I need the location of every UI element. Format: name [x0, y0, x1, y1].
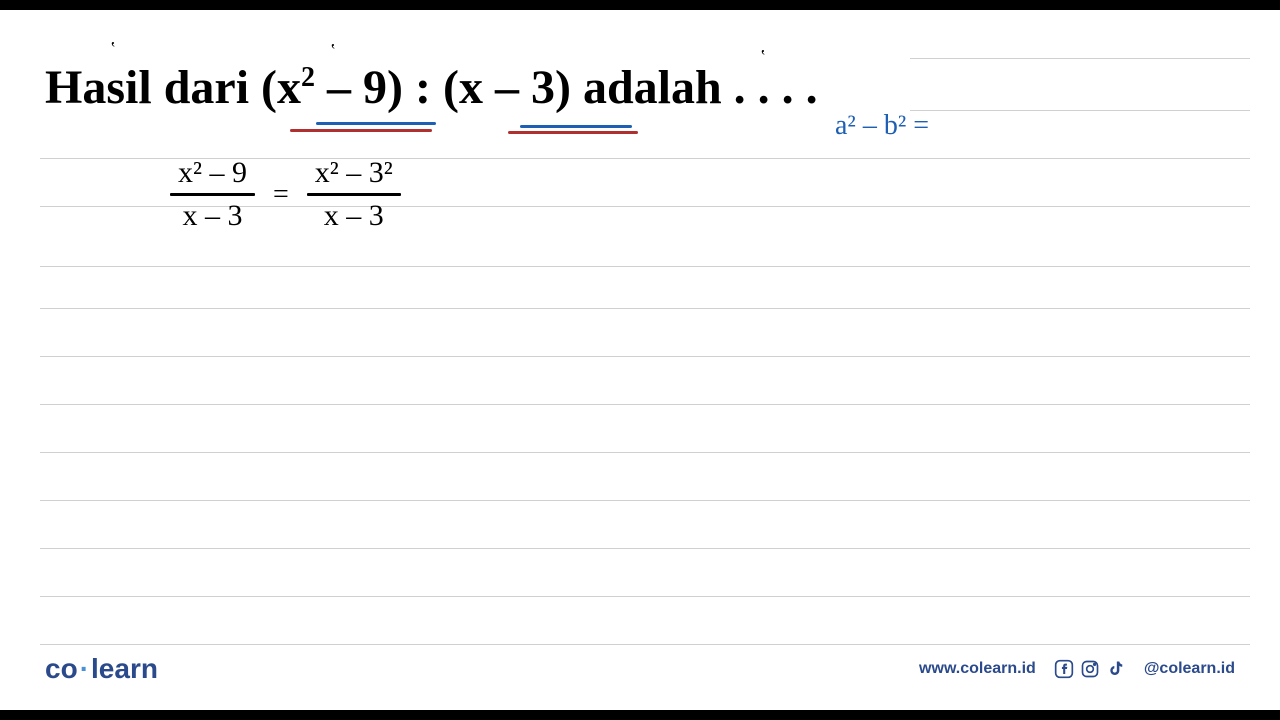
logo-co: co — [45, 653, 78, 684]
fraction-1: x² – 9 x – 3 — [170, 155, 255, 234]
fraction-2: x² – 3² x – 3 — [307, 155, 401, 234]
tiktok-icon — [1106, 659, 1126, 679]
question-text: Hasil dari (x2 – 9) : (x – 3) adalah . .… — [45, 60, 818, 115]
fraction-1-denominator: x – 3 — [175, 196, 251, 234]
social-icons — [1054, 659, 1126, 679]
fraction-2-denominator: x – 3 — [316, 196, 392, 234]
equals-sign: = — [273, 179, 289, 211]
facebook-icon — [1054, 659, 1074, 679]
logo-learn: learn — [91, 653, 158, 684]
footer-handle: @colearn.id — [1144, 660, 1235, 678]
tick-mark: ‛ — [110, 38, 116, 59]
underline-red-2 — [508, 131, 638, 134]
underline-blue-2 — [520, 125, 632, 128]
fraction-2-numerator: x² – 3² — [307, 155, 401, 193]
tick-mark: ‛ — [330, 40, 336, 61]
footer-right: www.colearn.id @colearn.id — [919, 659, 1235, 679]
question-suffix: – 9) : (x – 3) adalah . . . . — [315, 61, 818, 114]
question-exp: 2 — [301, 62, 315, 93]
question-prefix: Hasil dari (x — [45, 61, 301, 114]
instagram-icon — [1080, 659, 1100, 679]
logo-dot: · — [80, 653, 89, 684]
worked-expression: x² – 9 x – 3 = x² – 3² x – 3 — [170, 155, 401, 234]
page-content: ‛ ‛ ‛ Hasil dari (x2 – 9) : (x – 3) adal… — [0, 10, 1280, 710]
underline-red-1 — [290, 129, 432, 132]
fraction-1-numerator: x² – 9 — [170, 155, 255, 193]
formula-text: a² – b² = — [835, 110, 929, 141]
footer: co·learn www.colearn.id @colearn.id — [45, 653, 1235, 685]
footer-url: www.colearn.id — [919, 660, 1036, 678]
difference-of-squares-formula: a² – b² = — [835, 110, 929, 142]
underline-blue-1 — [316, 122, 436, 125]
brand-logo: co·learn — [45, 653, 158, 685]
